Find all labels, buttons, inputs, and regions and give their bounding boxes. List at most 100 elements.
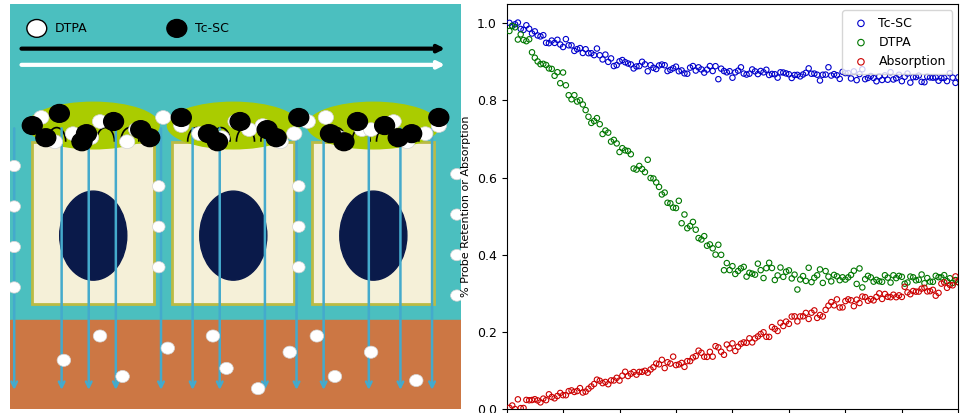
Tc-SC	[716, 68, 732, 74]
DTPA	[733, 265, 748, 272]
Circle shape	[152, 221, 166, 233]
Circle shape	[252, 382, 265, 395]
Circle shape	[207, 133, 227, 151]
Tc-SC	[507, 21, 523, 28]
Absorption	[600, 381, 616, 387]
Tc-SC	[832, 76, 848, 82]
Tc-SC	[569, 46, 585, 52]
Tc-SC	[671, 68, 686, 74]
Tc-SC	[719, 69, 735, 76]
Ellipse shape	[199, 191, 267, 280]
DTPA	[699, 242, 714, 249]
Absorption	[931, 290, 947, 296]
DTPA	[572, 97, 588, 104]
Absorption	[784, 313, 800, 320]
Absorption	[809, 315, 825, 321]
Tc-SC	[603, 55, 619, 62]
Absorption	[634, 368, 650, 375]
Absorption	[631, 369, 647, 375]
Circle shape	[257, 121, 277, 138]
DTPA	[750, 260, 766, 267]
DTPA	[590, 115, 605, 121]
Tc-SC	[654, 61, 670, 68]
Tc-SC	[665, 65, 681, 71]
DTPA	[708, 251, 723, 258]
Tc-SC	[767, 71, 782, 78]
DTPA	[722, 267, 738, 273]
Circle shape	[161, 342, 174, 354]
Circle shape	[328, 370, 342, 382]
Circle shape	[450, 249, 464, 261]
Circle shape	[255, 119, 270, 133]
DTPA	[606, 137, 621, 143]
Circle shape	[214, 131, 229, 145]
Absorption	[541, 391, 557, 398]
Absorption	[697, 354, 712, 360]
DTPA	[662, 200, 678, 206]
Tc-SC	[688, 67, 704, 74]
Absorption	[651, 361, 667, 368]
Tc-SC	[796, 71, 811, 78]
Absorption	[945, 282, 960, 289]
Absorption	[725, 340, 741, 347]
DTPA	[920, 275, 935, 281]
DTPA	[516, 37, 531, 43]
DTPA	[691, 235, 707, 241]
Circle shape	[8, 160, 20, 172]
DTPA	[694, 236, 710, 243]
Absorption	[603, 377, 619, 384]
Absorption	[863, 296, 879, 302]
Tc-SC	[945, 74, 960, 81]
Absorption	[936, 279, 952, 286]
DTPA	[790, 286, 805, 293]
Absorption	[504, 402, 520, 409]
Tc-SC	[510, 19, 526, 26]
Absorption	[538, 397, 554, 404]
DTPA	[827, 272, 842, 278]
DTPA	[809, 272, 825, 279]
Tc-SC	[685, 63, 701, 69]
Tc-SC	[865, 75, 881, 81]
Tc-SC	[519, 22, 534, 28]
Tc-SC	[806, 70, 822, 77]
Absorption	[798, 310, 813, 316]
DTPA	[900, 279, 916, 286]
Tc-SC	[863, 73, 879, 79]
Absorption	[803, 309, 819, 316]
Tc-SC	[516, 26, 531, 33]
Tc-SC	[911, 72, 926, 79]
DTPA	[682, 223, 698, 229]
Bar	[172, 142, 294, 304]
DTPA	[697, 233, 712, 240]
Absorption	[801, 316, 816, 322]
DTPA	[931, 274, 947, 280]
Absorption	[612, 377, 627, 384]
DTPA	[892, 273, 907, 279]
DTPA	[868, 277, 884, 283]
DTPA	[741, 270, 757, 276]
Tc-SC	[606, 63, 621, 69]
Absorption	[563, 387, 579, 394]
DTPA	[787, 271, 802, 278]
Absorption	[781, 320, 797, 327]
Circle shape	[310, 330, 323, 342]
Tc-SC	[818, 71, 833, 78]
Circle shape	[27, 19, 46, 37]
DTPA	[519, 38, 534, 45]
Tc-SC	[756, 69, 771, 76]
Tc-SC	[837, 70, 853, 76]
Absorption	[722, 345, 738, 351]
Absorption	[951, 279, 966, 285]
Absorption	[874, 296, 890, 302]
Circle shape	[8, 282, 20, 293]
DTPA	[671, 197, 686, 204]
Tc-SC	[750, 71, 766, 77]
DTPA	[775, 273, 791, 280]
Absorption	[843, 297, 859, 304]
Tc-SC	[798, 69, 813, 76]
DTPA	[578, 107, 593, 114]
Tc-SC	[939, 78, 954, 84]
DTPA	[711, 242, 726, 248]
Circle shape	[386, 115, 402, 128]
Absorption	[560, 388, 576, 394]
